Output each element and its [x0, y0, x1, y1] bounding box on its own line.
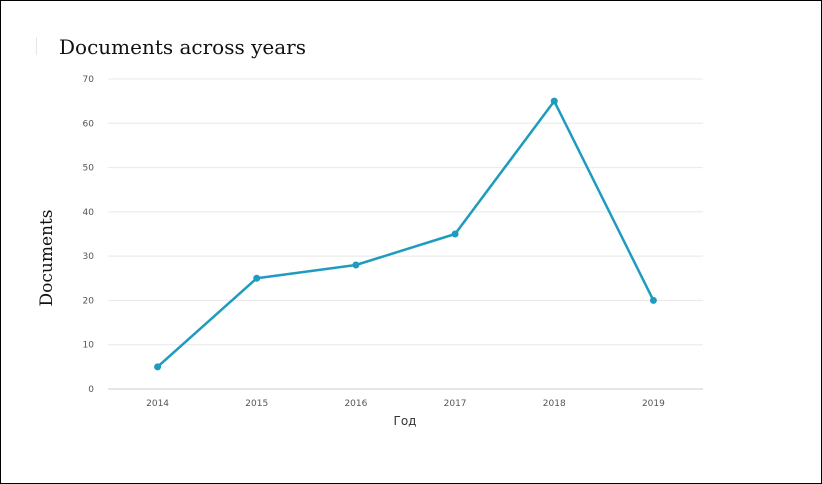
- y-tick-label: 30: [83, 252, 95, 262]
- x-tick-label: 2019: [642, 399, 665, 409]
- y-axis-label: Documents: [37, 209, 57, 306]
- y-tick-label: 10: [83, 341, 95, 351]
- y-tick-label: 20: [83, 296, 95, 306]
- data-point: [451, 230, 459, 238]
- x-tick-label: 2017: [444, 399, 467, 409]
- y-axis-ticks: 0 10 20 30 40 50 60 70: [83, 75, 95, 395]
- y-tick-label: 0: [88, 385, 94, 395]
- y-tick-label: 50: [83, 164, 95, 174]
- x-tick-label: 2014: [146, 399, 169, 409]
- y-tick-label: 40: [83, 208, 95, 218]
- chart-title: Documents across years: [59, 35, 306, 59]
- x-tick-label: 2016: [344, 399, 367, 409]
- data-point: [352, 261, 360, 269]
- x-tick-label: 2018: [543, 399, 566, 409]
- data-point: [253, 274, 261, 282]
- title-marker: [36, 37, 37, 55]
- series-documents: [154, 97, 657, 371]
- gridlines: [108, 78, 703, 390]
- data-point: [649, 296, 657, 304]
- x-axis-label: Год: [394, 414, 417, 428]
- y-tick-label: 60: [83, 119, 95, 129]
- x-axis-ticks: 2014 2015 2016 2017 2018 2019: [146, 399, 665, 409]
- data-point: [550, 97, 558, 105]
- data-point: [154, 363, 162, 371]
- y-tick-label: 70: [83, 75, 95, 85]
- x-tick-label: 2015: [245, 399, 268, 409]
- series-line: [156, 99, 655, 368]
